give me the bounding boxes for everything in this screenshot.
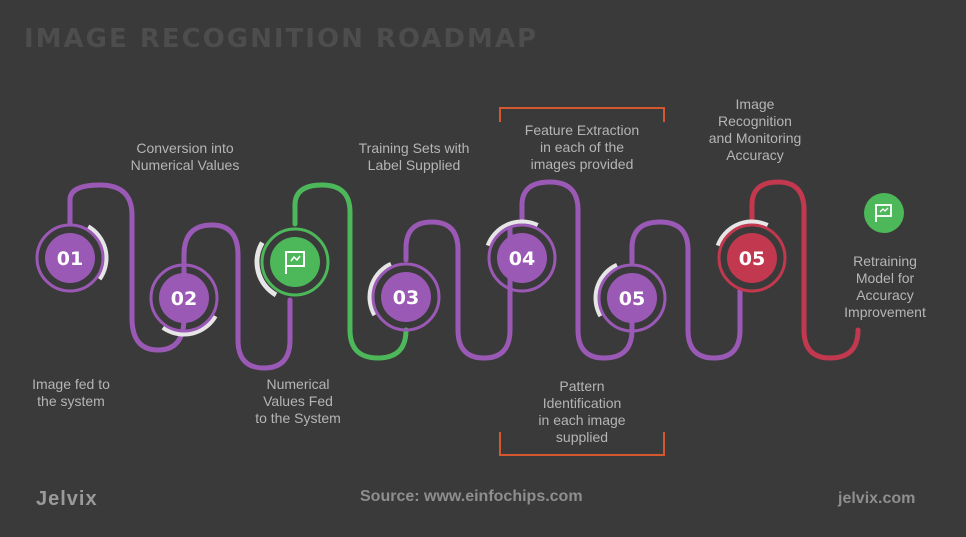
page-title: IMAGE RECOGNITION ROADMAP [24,24,539,54]
step-05-number: 05 [619,288,645,310]
step-04-label: Feature Extraction in each of the images… [524,122,640,172]
path-segment-02-flag [181,222,293,371]
path-segment-05-retrain [749,179,861,361]
step-03-number: 03 [393,287,419,309]
step-02-label: Conversion into Numerical Values [130,140,240,173]
step-04-node: 04 [483,219,561,297]
flag-icon [285,251,305,274]
flag-icon [875,204,892,222]
highlight-frame-top [499,107,665,122]
step-02-node: 02 [145,259,223,337]
site-url: jelvix.com [838,490,916,507]
step-02-number: 02 [171,288,197,310]
step-05b-node: 05 [713,219,791,297]
highlight-frame-bottom [499,432,665,456]
brand-logo: Jelvix [36,488,98,510]
source-text: Source: www.einfochips.com [360,488,583,505]
step-retrain-label: Retraining Model for Accuracy Improvemen… [844,253,926,320]
step-feed-node [254,221,336,303]
path-segment-03-04 [403,219,513,361]
step-01-node: 01 [31,219,109,297]
step-01-label: Image fed to the system [32,376,110,409]
path-segment-04-05 [519,179,635,361]
step-05b-number: 05 [739,248,765,270]
step-feed-label: Numerical Values Fed to the System [255,376,341,426]
step-05-label: Pattern Identification in each image sup… [538,378,626,445]
step-05-node: 05 [593,259,671,337]
step-03-node: 03 [367,258,445,336]
path-segment-05-05 [629,219,743,361]
path-segment-01-02 [67,182,187,353]
step-retrain-node [864,193,904,233]
step-04-number: 04 [509,248,535,270]
step-03-label: Training Sets with Label Supplied [358,140,470,173]
path-segment-flag-03 [292,182,409,361]
step-01-number: 01 [57,248,83,270]
step-05b-label: Image Recognition and Monitoring Accurac… [708,96,802,163]
